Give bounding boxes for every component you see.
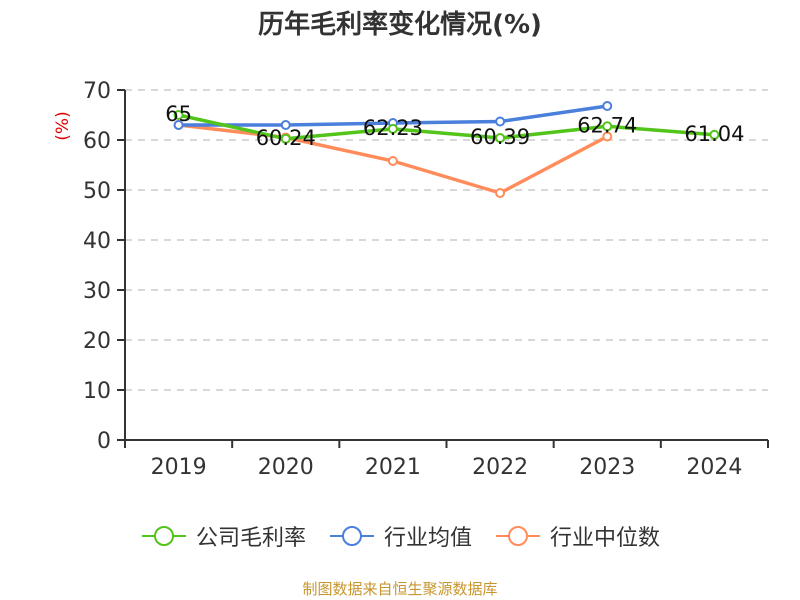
legend-marker-icon: [496, 526, 540, 546]
y-tick-label: 40: [83, 229, 111, 254]
data-point: [602, 131, 613, 142]
legend-marker-icon: [329, 526, 374, 546]
data-point: [495, 188, 506, 198]
y-axis-label: (%): [53, 111, 73, 140]
chart-title: 历年毛利率变化情况(%): [258, 10, 542, 40]
y-tick-label: 60: [83, 129, 111, 154]
data-label: 60.39: [470, 125, 530, 149]
data-label: 62.74: [577, 113, 637, 137]
data-label: 61.04: [684, 122, 744, 146]
data-label: 65: [165, 102, 192, 126]
legend-item-company[interactable]: 公司毛利率: [140, 520, 306, 552]
legend-item-industry-average[interactable]: 行业均值: [328, 520, 472, 552]
data-point: [280, 133, 291, 144]
legend-item-industry-median[interactable]: 行业中位数: [494, 520, 660, 552]
data-point: [495, 133, 506, 144]
legend-label: 行业均值: [383, 526, 472, 551]
y-tick-label: 10: [83, 379, 111, 404]
source-note: 制图数据来自恒生聚源数据库: [302, 580, 498, 598]
data-point: [602, 121, 613, 132]
data-point: [495, 116, 506, 127]
x-tick-label: 2019: [151, 455, 207, 480]
data-point: [387, 156, 398, 166]
y-tick-label: 0: [97, 429, 111, 454]
series-line: [178, 113, 715, 141]
x-tick-label: 2024: [686, 455, 742, 480]
legend-label: 公司毛利率: [195, 526, 306, 551]
data-point: [709, 129, 720, 140]
data-point: [387, 123, 398, 134]
x-tick-label: 2021: [365, 455, 421, 480]
x-tick-label: 2022: [472, 455, 528, 480]
legend-label: 行业中位数: [550, 526, 661, 551]
data-point: [602, 101, 613, 111]
x-tick-label: 2023: [579, 455, 635, 480]
y-tick-label: 30: [83, 279, 111, 304]
y-tick-label: 20: [83, 329, 111, 354]
data-label: 62.23: [363, 116, 423, 140]
legend-marker-icon: [141, 526, 186, 546]
data-point: [173, 120, 184, 130]
data-point: [173, 110, 184, 120]
data-label: 60.24: [256, 126, 316, 150]
y-tick-label: 50: [83, 179, 111, 204]
x-tick-label: 2020: [258, 455, 314, 480]
y-tick-label: 70: [83, 79, 111, 104]
chart-legend: 公司毛利率 行业均值 行业中位数: [0, 520, 800, 552]
data-point: [280, 120, 291, 130]
